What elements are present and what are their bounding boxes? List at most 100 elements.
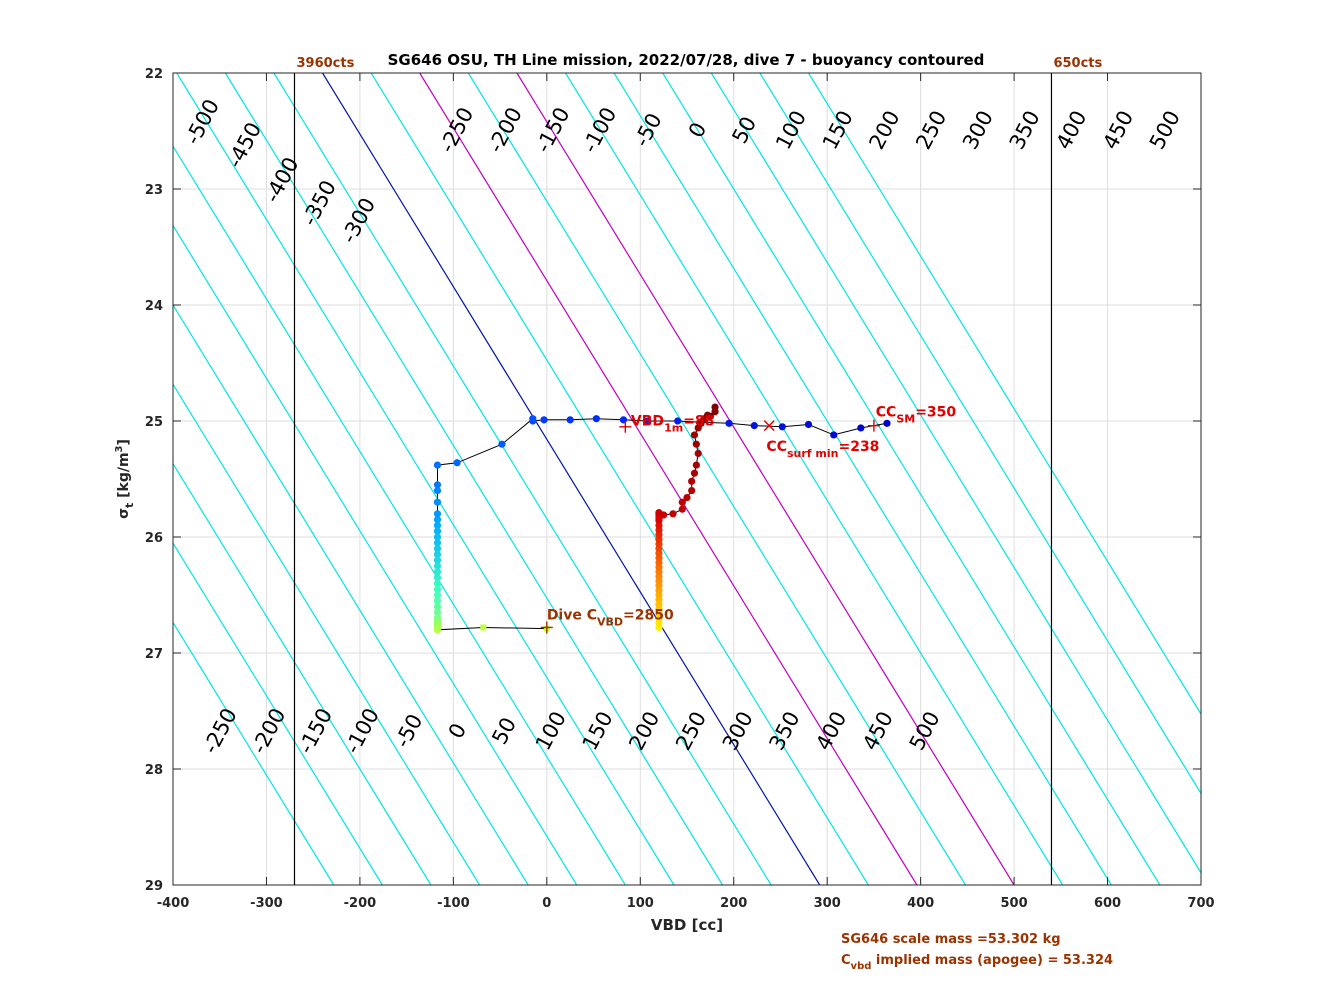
annotation-label: Dive CVBD=2850	[547, 607, 674, 628]
y-tick-label: 23	[145, 183, 163, 198]
x-tick-label: 100	[627, 896, 654, 911]
data-point-dive	[592, 415, 600, 423]
data-point-climb	[688, 477, 696, 485]
buoyancy-contour	[662, 73, 1161, 885]
x-tick-label: 300	[814, 896, 841, 911]
data-point-dive	[725, 419, 733, 427]
data-point-dive	[498, 440, 506, 448]
data-point-dive	[433, 626, 442, 634]
buoyancy-contour	[710, 73, 1201, 874]
annotation-sub: surf min	[787, 447, 838, 460]
chart-title: SG646 OSU, TH Line mission, 2022/07/28, …	[388, 51, 985, 69]
data-point-dive	[453, 459, 461, 467]
buoyancy-contour	[176, 73, 675, 885]
x-axis-label: VBD [cc]	[651, 916, 723, 934]
data-point-dive	[778, 423, 786, 431]
data-point-climb	[660, 511, 668, 519]
data-point-climb	[692, 461, 700, 469]
data-point-dive	[433, 527, 442, 535]
buoyancy-contour	[273, 73, 772, 885]
y-tick-label: 26	[145, 531, 163, 546]
data-point-climb	[711, 403, 719, 411]
y-axis-label-sigma: σ	[116, 508, 132, 519]
buoyancy-contour	[613, 73, 1112, 885]
buoyancy-contour	[759, 73, 1201, 795]
x-tick-label: -400	[157, 896, 190, 911]
data-point-dive	[433, 545, 442, 553]
data-point-dive	[433, 597, 442, 605]
data-point-dive	[433, 539, 442, 547]
annotation-label: CCSM=350	[876, 404, 957, 425]
plot-frame	[172, 72, 1202, 886]
annotation-tail: =238	[838, 439, 879, 455]
plus-marker	[619, 420, 632, 433]
data-point-dive	[433, 510, 442, 518]
vbd-limit-layer: 3960cts 650cts	[293, 56, 1103, 885]
buoyancy-contour	[224, 73, 724, 885]
x-tick-label: 400	[907, 896, 934, 911]
data-point-dive	[529, 415, 537, 423]
vbd-limit-label: 3960cts	[296, 56, 354, 71]
x-tick-label: 700	[1187, 896, 1214, 911]
footer-implied-tail: implied mass (apogee) = 53.324	[871, 953, 1113, 968]
data-point-climb	[692, 440, 700, 448]
data-point-dive	[433, 533, 442, 541]
data-point-climb	[690, 469, 699, 477]
data-point-dive	[433, 461, 442, 469]
annotation-main: CC	[876, 404, 897, 420]
plus-marker	[867, 419, 880, 432]
buoyancy-contour	[807, 73, 1201, 716]
buoyancy-contour-highlight	[419, 73, 918, 885]
plot-area	[173, 73, 1201, 885]
data-point-dive	[804, 420, 813, 429]
data-point-dive	[433, 516, 442, 524]
buoyancy-contour	[173, 224, 578, 885]
annotation-main: VBD	[631, 414, 664, 430]
data-point-climb	[678, 498, 686, 506]
buoyancy-contour	[173, 621, 335, 885]
buoyancy-contour-highlight	[516, 73, 1015, 885]
y-axis-label-unit: [kg/m	[116, 452, 132, 502]
footer-scale-mass: SG646 scale mass =53.302 kg	[841, 932, 1061, 947]
data-point-dive	[750, 422, 758, 430]
annotation-main: Dive C	[547, 607, 597, 623]
data-point-dive	[480, 624, 487, 631]
y-tick-label: 28	[145, 763, 163, 778]
y-tick-label: 25	[145, 415, 163, 430]
data-point-dive	[433, 487, 442, 495]
x-tick-label: 600	[1094, 896, 1121, 911]
x-tick-label: 0	[542, 896, 551, 911]
annotation-sub: 1m	[664, 422, 683, 435]
y-axis-label: σt [kg/m3]	[114, 439, 136, 519]
data-point-dive	[644, 417, 652, 425]
data-point-dive	[433, 579, 442, 588]
annotation-main: CC	[766, 439, 787, 455]
annotation-sub: VBD	[597, 615, 623, 628]
x-tick-label: -200	[344, 896, 377, 911]
plus-marker	[540, 621, 553, 634]
data-point-dive	[433, 498, 442, 506]
data-point-dive	[433, 562, 442, 570]
data-point-dive	[674, 417, 682, 425]
axis-layer: -400 -300 -200 -100 0 100 200 300 400 500 600 700 22…	[145, 67, 1215, 911]
data-point-dive	[433, 521, 442, 530]
annotation-tail: =350	[915, 404, 956, 420]
buoyancy-contour	[370, 73, 869, 885]
data-point-dive	[883, 419, 891, 427]
data-point-dive	[830, 431, 838, 439]
data-point-dive	[433, 481, 442, 489]
data-point-dive	[433, 574, 442, 582]
buoyancy-contour	[173, 383, 481, 885]
data-point-dive	[433, 603, 442, 611]
x-tick-label: 500	[1001, 896, 1028, 911]
annotation-label: VBD1m=88	[631, 414, 714, 435]
buoyancy-contour	[173, 462, 432, 885]
annotation-tail: =88	[683, 414, 714, 430]
y-axis-label-exp: 3	[114, 445, 125, 452]
annotation-tail: =2850	[623, 607, 674, 623]
footer-implied-mass: Cvbd implied mass (apogee) = 53.324	[841, 953, 1113, 972]
vbd-limit-label: 650cts	[1053, 56, 1102, 71]
data-point-dive	[433, 608, 442, 617]
contour-layer	[173, 73, 1201, 885]
